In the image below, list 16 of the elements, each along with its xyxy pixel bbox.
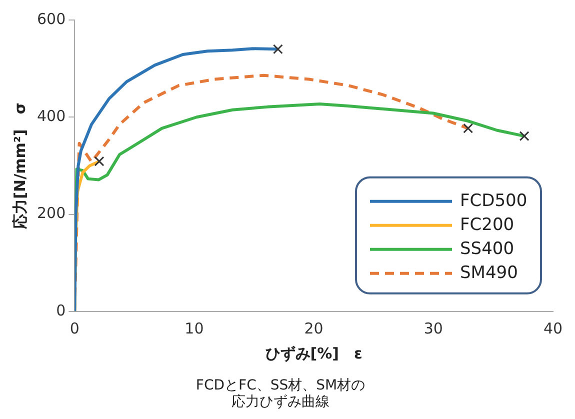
y-axis-title: 応力[N/mm²] σ <box>10 102 29 230</box>
x-tick-label: 0 <box>70 319 80 338</box>
y-tick-label: 400 <box>36 107 66 126</box>
legend-label: FC200 <box>460 214 514 235</box>
legend-label: SS400 <box>460 238 514 259</box>
legend-label: FCD500 <box>460 190 528 211</box>
x-tick-label: 20 <box>304 319 324 338</box>
text: FCDとFC、SS材、SM材の応力ひずみ曲線 <box>196 377 366 410</box>
x-tick-label: 40 <box>543 319 563 338</box>
legend-label: SM490 <box>460 262 518 283</box>
x-axis-title: ひずみ[%] ε <box>265 344 362 362</box>
y-tick-label: 0 <box>56 301 66 320</box>
y-tick-label: 200 <box>36 204 66 222</box>
x-tick-label: 30 <box>424 319 443 338</box>
x-tick-label: 10 <box>184 319 204 338</box>
y-tick-label: 600 <box>36 10 66 28</box>
